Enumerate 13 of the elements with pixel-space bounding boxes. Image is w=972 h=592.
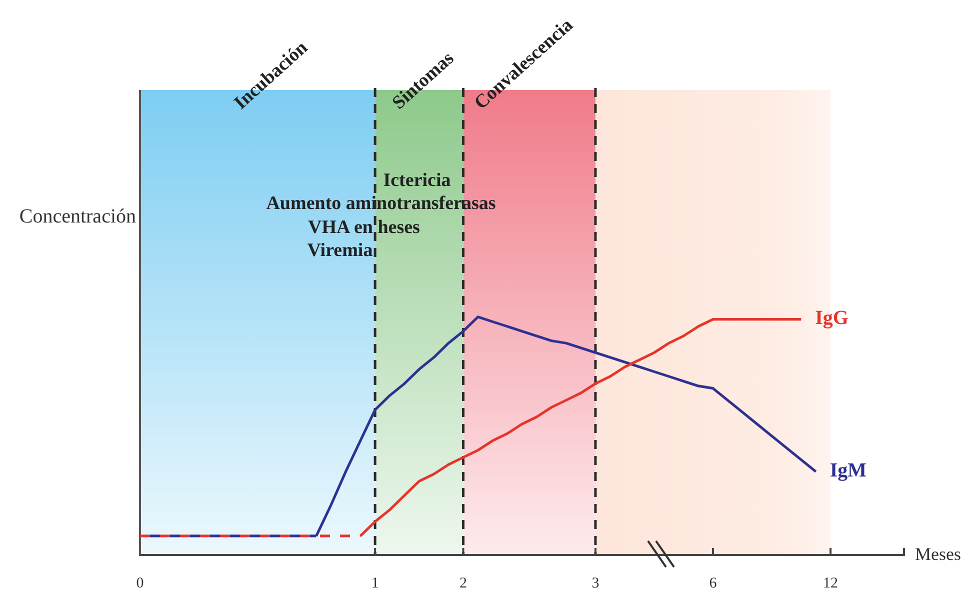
- x-tick-label: 12: [823, 576, 838, 592]
- x-tick-label: 6: [709, 576, 718, 592]
- text: Ictericia: [383, 170, 452, 191]
- y-axis-title: Concentración: [19, 206, 136, 228]
- text: Viremia: [307, 240, 374, 261]
- text: VHA en heses: [308, 217, 420, 238]
- x-tick-label: 3: [592, 576, 600, 592]
- series-label: IgM: [830, 459, 867, 482]
- x-axis-title: Meses: [915, 544, 961, 564]
- series-label: IgG: [815, 306, 849, 329]
- x-tick-label: 1: [371, 576, 379, 592]
- x-tick-label: 0: [136, 576, 144, 592]
- x-tick-label: 2: [459, 576, 467, 592]
